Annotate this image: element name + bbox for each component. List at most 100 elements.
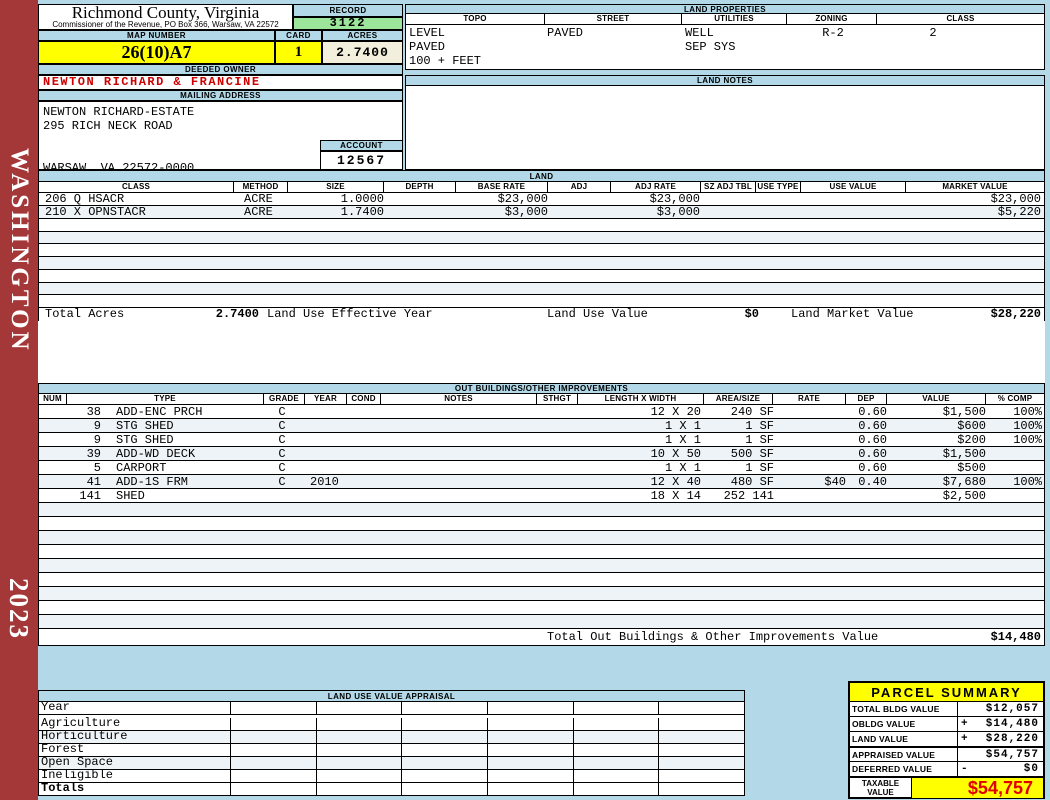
map-number-label: MAP NUMBER: [38, 30, 275, 41]
land-row-empty: [39, 257, 1044, 270]
record-value: 3122: [293, 17, 403, 30]
out-buildings-total-label: Total Out Buildings & Other Improvements…: [547, 630, 879, 644]
col-header-topo: TOPO: [406, 14, 545, 24]
deeded-owner-value: NEWTON RICHARD & FRANCINE: [38, 75, 403, 90]
appraisal-row-agriculture: Agriculture: [39, 717, 744, 731]
appraisal-row-forest: Forest: [39, 743, 744, 757]
out-buildings-table: OUT BUILDINGS/OTHER IMPROVEMENTS NUM TYP…: [38, 383, 1045, 646]
topo-value-1: LEVEL: [409, 26, 446, 40]
land-use-value-label: Land Use Value: [547, 307, 648, 321]
col-header-adj-rate: ADJ RATE: [611, 182, 701, 192]
out-building-row: 39 ADD-WD DECK C 10 X 50 500 SF 0.60 $1,…: [39, 447, 1044, 461]
col-header-depth: DEPTH: [384, 182, 456, 192]
county-title-box: Richmond County, Virginia Commissioner o…: [38, 4, 293, 30]
land-row: 206 Q HSACR ACRE 1.0000 $23,000 $23,000 …: [39, 193, 1044, 206]
taxable-label-line1: TAXABLE: [861, 779, 900, 788]
col-header-class: CLASS: [39, 182, 234, 192]
out-building-row: 141 SHED 18 X 14 252 141 $2,500: [39, 489, 1044, 503]
land-notes-title: LAND NOTES: [405, 75, 1045, 86]
topo-value-3: 100 + FEET: [409, 54, 482, 68]
mailing-line-2: 295 RICH NECK ROAD: [43, 119, 173, 133]
col-header-use-type: USE TYPE: [756, 182, 801, 192]
street-value: PAVED: [547, 26, 584, 40]
col-header-value: VALUE: [887, 394, 986, 404]
land-row: 210 X OPNSTACR ACRE 1.7400 $3,000 $3,000…: [39, 206, 1044, 219]
col-header-base-rate: BASE RATE: [456, 182, 548, 192]
map-number-value: 26(10)A7: [38, 41, 275, 64]
out-building-row: 38 ADD-ENC PRCH C 12 X 20 240 SF 0.60 $1…: [39, 405, 1044, 419]
account-label: ACCOUNT: [320, 140, 403, 151]
acres-value: 2.7400: [322, 41, 403, 64]
col-header-use-value: USE VALUE: [801, 182, 906, 192]
land-row-empty: [39, 269, 1044, 283]
acres-label: ACRES: [322, 30, 403, 41]
sidebar-district-label: WASHINGTON: [6, 148, 33, 353]
parcel-summary: PARCEL SUMMARY TOTAL BLDG VALUE $12,057 …: [848, 681, 1045, 799]
county-title: Richmond County, Virginia: [71, 3, 260, 22]
col-header-adj: ADJ: [548, 182, 611, 192]
deeded-owner-label: DEEDED OWNER: [38, 64, 403, 75]
land-table-headers: CLASS METHOD SIZE DEPTH BASE RATE ADJ AD…: [39, 182, 1044, 193]
card-label: CARD: [275, 30, 322, 41]
account-value: 12567: [320, 151, 403, 170]
utilities-value-2: SEP SYS: [685, 40, 736, 54]
land-totals-row: Total Acres 2.7400 Land Use Effective Ye…: [39, 308, 1044, 321]
land-use-appraisal-title: LAND USE VALUE APPRAISAL: [39, 691, 744, 702]
zoning-value: R-2: [822, 26, 844, 40]
col-header-street: STREET: [545, 14, 682, 24]
out-building-row-empty: [39, 615, 1044, 629]
col-header-type: TYPE: [67, 394, 264, 404]
col-header-comp: % COMP: [997, 394, 1033, 403]
appraisal-row-totals: Totals: [39, 782, 744, 796]
summary-row-deferred: DEFERRED VALUE - $0: [850, 762, 1043, 777]
land-market-value: $28,220: [990, 307, 1041, 321]
mailing-line-1: NEWTON RICHARD-ESTATE: [43, 105, 195, 119]
land-table-title: LAND: [39, 171, 1044, 182]
record-label: RECORD: [293, 4, 403, 17]
out-building-row-empty: [39, 587, 1044, 601]
out-buildings-title: OUT BUILDINGS/OTHER IMPROVEMENTS: [39, 384, 1044, 394]
appraisal-row-ineligible: Ineligible: [39, 769, 744, 783]
col-header-zoning: ZONING: [787, 14, 877, 24]
spacer-band: [38, 321, 1045, 383]
col-header-notes: NOTES: [381, 394, 537, 404]
out-building-row-empty: [39, 559, 1044, 573]
summary-row-land-value: LAND VALUE + $28,220: [850, 732, 1043, 747]
out-building-row-empty: [39, 601, 1044, 615]
county-subtitle: Commissioner of the Revenue, PO Box 366,…: [52, 20, 279, 29]
col-header-num: NUM: [39, 394, 67, 404]
land-row-empty: [39, 282, 1044, 296]
col-header-utilities: UTILITIES: [682, 14, 787, 24]
col-header-grade: GRADE: [264, 394, 305, 404]
land-properties-title: LAND PROPERTIES: [405, 4, 1045, 14]
col-header-class: CLASS: [946, 14, 975, 23]
out-buildings-total-row: Total Out Buildings & Other Improvements…: [39, 629, 1044, 645]
out-building-row: 9 STG SHED C 1 X 1 1 SF 0.60 $600 100%: [39, 419, 1044, 433]
land-notes-box: [405, 86, 1045, 170]
topo-value-2: PAVED: [409, 40, 446, 54]
land-properties-headers: TOPO STREET UTILITIES ZONING CLASS: [405, 14, 1045, 25]
mailing-address-label: MAILING ADDRESS: [38, 90, 403, 101]
sidebar-band: WASHINGTON 2023: [0, 0, 38, 800]
summary-row-obldg: OBLDG VALUE + $14,480: [850, 717, 1043, 732]
taxable-value: $54,757: [912, 778, 1043, 798]
class-value: 2: [929, 26, 937, 40]
col-header-sz-adj-tbl: SZ ADJ TBL: [701, 182, 756, 192]
col-header-sthgt: STHGT: [537, 394, 578, 404]
col-header-size: SIZE: [288, 182, 384, 192]
out-building-row-empty: [39, 573, 1044, 587]
land-row-empty: [39, 295, 1044, 308]
total-acres-value: 2.7400: [215, 307, 259, 321]
land-properties-values: LEVEL PAVED 100 + FEET PAVED WELL SEP SY…: [405, 25, 1045, 70]
land-use-appraisal-table: LAND USE VALUE APPRAISAL Year Agricultur…: [38, 690, 745, 796]
appraisal-row-open-space: Open Space: [39, 756, 744, 770]
land-market-value-label: Land Market Value: [791, 307, 914, 321]
col-header-area-size: AREA/SIZE: [704, 394, 773, 404]
out-building-row: 41 ADD-1S FRM C 2010 12 X 40 480 SF $40 …: [39, 475, 1044, 489]
summary-row-taxable: TAXABLE VALUE $54,757: [850, 777, 1043, 798]
land-rows: 206 Q HSACR ACRE 1.0000 $23,000 $23,000 …: [39, 193, 1044, 308]
land-table: LAND CLASS METHOD SIZE DEPTH BASE RATE A…: [38, 170, 1045, 321]
taxable-label-line2: VALUE: [867, 788, 894, 797]
col-header-rate: RATE: [773, 394, 846, 404]
